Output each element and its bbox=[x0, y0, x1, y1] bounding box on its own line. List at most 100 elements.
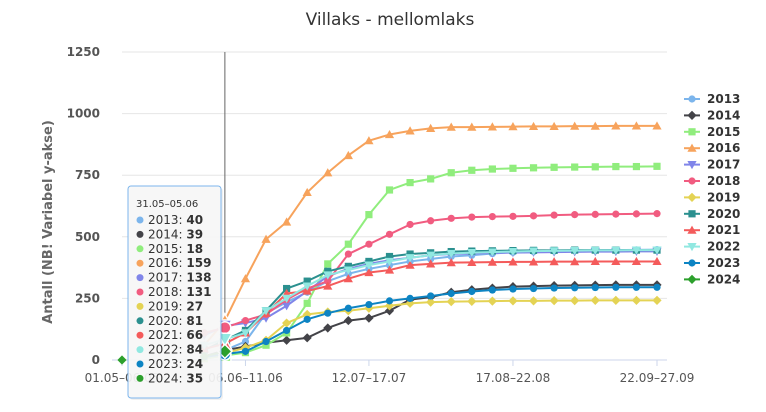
tooltip-row-label: 2020: bbox=[148, 314, 186, 328]
data-point-2016 bbox=[446, 122, 456, 131]
data-point-2022 bbox=[528, 247, 539, 256]
data-point-2022 bbox=[652, 246, 662, 255]
tooltip-row: 2019: 27 bbox=[148, 299, 203, 313]
tooltip-row: 2023: 24 bbox=[148, 357, 203, 371]
tooltip-row-label: 2017: bbox=[148, 271, 186, 285]
data-point-2023 bbox=[344, 304, 352, 312]
tooltip-row: 2015: 18 bbox=[148, 242, 203, 256]
tooltip-row: 2020: 81 bbox=[148, 314, 203, 328]
data-point-2022 bbox=[282, 294, 292, 303]
legend-marker bbox=[688, 210, 696, 218]
legend-label: 2014 bbox=[707, 108, 740, 122]
data-point-2018 bbox=[488, 212, 496, 221]
data-point-2022 bbox=[426, 251, 436, 260]
data-point-2023 bbox=[591, 283, 599, 292]
legend-item-2014: 2014 bbox=[684, 108, 740, 122]
data-point-2016 bbox=[549, 121, 559, 131]
data-point-2018 bbox=[241, 316, 250, 325]
data-point-2018 bbox=[550, 211, 558, 219]
data-point-2023 bbox=[529, 284, 538, 293]
data-point-2023 bbox=[571, 284, 579, 292]
data-point-2015 bbox=[591, 163, 599, 171]
legend-item-2022: 2022 bbox=[684, 240, 740, 254]
data-point-2020 bbox=[324, 267, 332, 275]
tooltip-row-value: 159 bbox=[186, 256, 211, 270]
series-2021 bbox=[199, 256, 662, 353]
tooltip-header: 31.05–05.06 bbox=[136, 199, 198, 210]
legend-label: 2019 bbox=[707, 190, 740, 204]
data-point-2016 bbox=[652, 121, 662, 130]
data-point-2020 bbox=[406, 250, 414, 258]
series-2023 bbox=[200, 283, 661, 361]
data-point-2015 bbox=[427, 175, 435, 183]
data-point-2023 bbox=[324, 309, 332, 317]
legend-label: 2024 bbox=[707, 272, 740, 286]
x-tick-label: 22.09–27.09 bbox=[620, 371, 695, 385]
data-point-2020 bbox=[303, 277, 311, 285]
tooltip-row-label: 2014: bbox=[148, 227, 186, 241]
data-point-2022 bbox=[384, 257, 395, 267]
data-point-2015 bbox=[632, 162, 641, 171]
legend: 2013 2014 2015 2016 2017 2018 2019 2020 2021 2022… bbox=[684, 92, 740, 286]
legend-item-2013: 2013 bbox=[684, 92, 740, 106]
y-axis-title: Antall (NB! Variabel y-akse) bbox=[41, 120, 56, 324]
data-point-2023 bbox=[427, 292, 435, 300]
data-point-2016 bbox=[487, 122, 497, 131]
data-point-2021 bbox=[487, 257, 497, 266]
data-point-2023 bbox=[612, 283, 620, 291]
legend-label: 2017 bbox=[707, 158, 740, 172]
data-point-2018 bbox=[427, 217, 435, 225]
data-point-2022 bbox=[323, 271, 333, 280]
data-point-2019 bbox=[590, 295, 600, 305]
data-point-2023 bbox=[468, 287, 476, 296]
legend-label: 2022 bbox=[707, 240, 740, 254]
data-point-2016 bbox=[570, 121, 580, 130]
data-point-2021 bbox=[652, 256, 662, 266]
data-point-2022 bbox=[487, 248, 497, 257]
data-point-2015 bbox=[529, 164, 538, 172]
data-point-2018 bbox=[529, 212, 538, 220]
data-point-2022 bbox=[508, 247, 518, 257]
legend-marker bbox=[687, 161, 697, 170]
data-point-2023 bbox=[550, 284, 558, 292]
tooltip-bullet bbox=[136, 216, 144, 224]
y-tick-label: 250 bbox=[75, 291, 100, 305]
legend-marker bbox=[688, 177, 696, 185]
tooltip-row-value: 66 bbox=[186, 328, 203, 342]
data-point-2022 bbox=[631, 246, 642, 255]
data-point-2022 bbox=[467, 248, 477, 258]
data-point-2015 bbox=[509, 164, 517, 172]
data-point-2019 bbox=[611, 295, 621, 305]
data-point-2015 bbox=[447, 169, 455, 177]
data-point-2018 bbox=[365, 240, 373, 248]
data-point-2016 bbox=[384, 129, 395, 139]
data-point-2021 bbox=[467, 257, 477, 267]
data-point-2014 bbox=[364, 313, 374, 323]
data-point-2019 bbox=[528, 296, 539, 306]
y-tick-label: 0 bbox=[92, 353, 100, 367]
legend-item-2016: 2016 bbox=[684, 141, 740, 155]
tooltip-row-value: 18 bbox=[186, 242, 203, 256]
data-point-2021 bbox=[426, 259, 436, 268]
data-point-2015 bbox=[571, 163, 579, 171]
legend-item-2017: 2017 bbox=[684, 158, 740, 172]
data-point-2015 bbox=[303, 299, 311, 307]
data-point-2015 bbox=[262, 341, 270, 349]
data-point-2021 bbox=[446, 258, 456, 267]
tooltip-row-value: 24 bbox=[186, 357, 203, 371]
data-point-2020 bbox=[365, 257, 373, 266]
tooltip-row: 2021: 66 bbox=[148, 328, 203, 342]
data-point-2018 bbox=[324, 277, 332, 285]
legend-label: 2023 bbox=[707, 256, 740, 270]
data-point-2023 bbox=[303, 315, 311, 323]
tooltip-row-label: 2018: bbox=[148, 285, 186, 299]
data-point-2021 bbox=[508, 257, 518, 266]
tooltip-row-value: 84 bbox=[186, 343, 203, 357]
data-point-2019 bbox=[570, 296, 580, 306]
data-point-2022 bbox=[364, 261, 374, 270]
data-point-2019 bbox=[364, 303, 374, 313]
data-point-2021 bbox=[611, 256, 621, 266]
data-point-2015 bbox=[324, 260, 332, 268]
data-point-2019 bbox=[302, 309, 312, 320]
